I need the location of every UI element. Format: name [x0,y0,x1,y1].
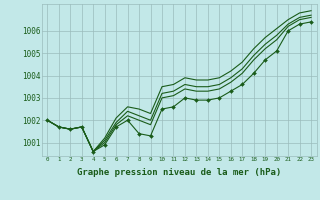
X-axis label: Graphe pression niveau de la mer (hPa): Graphe pression niveau de la mer (hPa) [77,168,281,177]
